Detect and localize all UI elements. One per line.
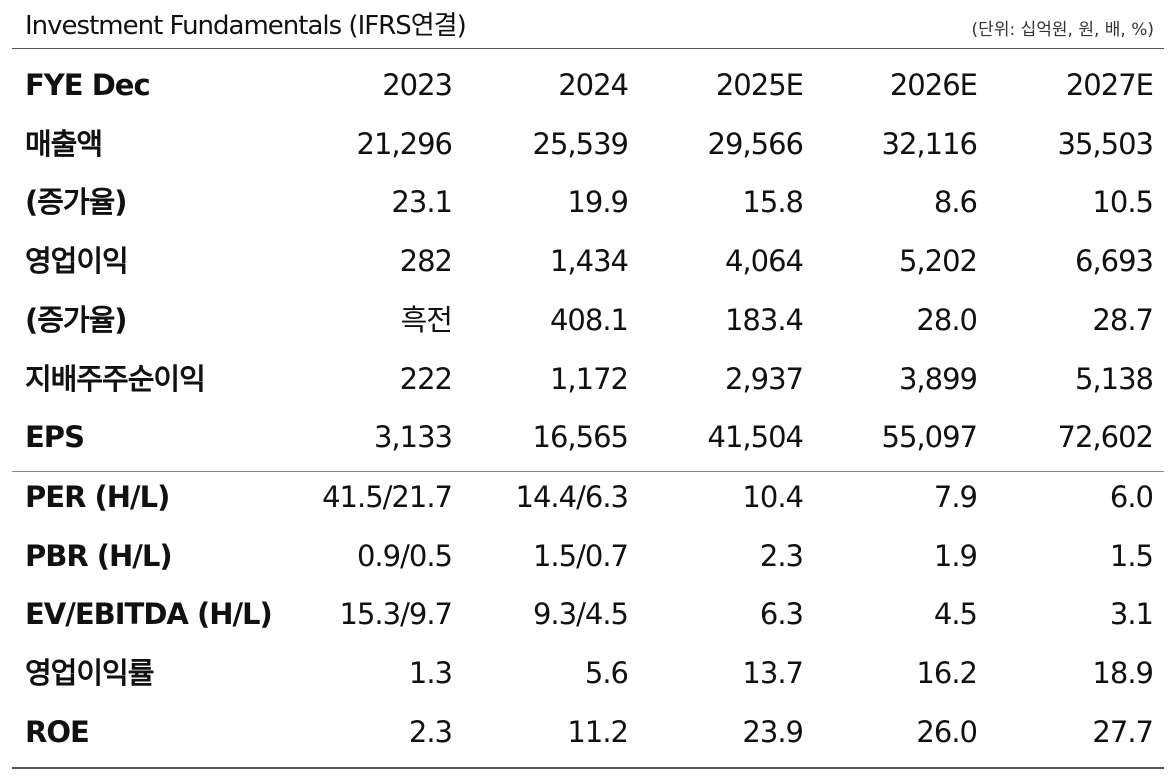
cell-value: 10.5 [1092, 185, 1154, 220]
cell-value: 13.7 [742, 656, 804, 690]
cell-value: 1.5/0.7 [532, 538, 629, 573]
cell-value: 2,937 [724, 361, 804, 396]
cell-value: 19.9 [567, 185, 629, 220]
cell-value: 55,097 [881, 420, 978, 455]
cell-value: 3.1 [1109, 597, 1154, 632]
cell-value: 183.4 [724, 302, 804, 337]
cell-value: 10.4 [742, 479, 804, 514]
cell-value: 16,565 [532, 420, 629, 455]
cell-value: 41,504 [707, 420, 804, 455]
cell-value: 21,296 [356, 126, 453, 161]
cell-value: 3,133 [373, 420, 453, 455]
row-label: PBR (H/L) [25, 538, 173, 573]
cell-value: 5.6 [584, 656, 629, 690]
column-header: 2025E [715, 68, 804, 102]
cell-value: 1,172 [549, 361, 629, 396]
cell-value: 6.3 [759, 597, 804, 632]
cell-value: 16.2 [916, 656, 978, 690]
title: Investment Fundamentals (IFRS연결) [25, 11, 467, 41]
row-label: EV/EBITDA (H/L) [25, 597, 273, 632]
cell-value: 35,503 [1057, 126, 1154, 161]
cell-value: 6,693 [1074, 244, 1154, 279]
cell-value: 1.3 [408, 656, 453, 690]
cell-value: 25,539 [532, 126, 629, 161]
row-label: 매출액 [25, 126, 103, 161]
cell-value: 5,138 [1074, 361, 1154, 396]
cell-value: 7.9 [933, 479, 978, 514]
cell-value: 28.0 [916, 302, 978, 337]
cell-value: 26.0 [916, 714, 978, 749]
cell-value: 41.5/21.7 [322, 479, 453, 514]
cell-value: 2.3 [759, 538, 804, 573]
cell-value: 8.6 [933, 185, 978, 220]
row-label: (증가율) [25, 302, 128, 337]
row-label: 영업이익률 [25, 656, 154, 690]
cell-value: 14.4/6.3 [515, 479, 629, 514]
row-label: 영업이익 [25, 244, 129, 279]
cell-value: 9.3/4.5 [532, 597, 629, 632]
column-header: 2026E [889, 68, 978, 102]
cell-value: 27.7 [1092, 714, 1154, 749]
row-label: 지배주주순이익 [25, 361, 206, 396]
cell-value: 0.9/0.5 [356, 538, 453, 573]
row-label: EPS [25, 420, 85, 455]
row-label: ROE [25, 714, 90, 749]
cell-value: 4,064 [724, 244, 804, 279]
cell-value: 1.9 [933, 538, 978, 573]
cell-value: 72,602 [1057, 420, 1154, 455]
unit-note: (단위: 십억원, 원, 배, %) [971, 20, 1154, 40]
cell-value: 282 [399, 244, 453, 279]
cell-value: 15.8 [742, 185, 804, 220]
column-header: 2024 [558, 68, 629, 102]
cell-value: 1.5 [1109, 538, 1154, 573]
cell-value: 6.0 [1109, 479, 1154, 514]
cell-value: 222 [399, 361, 453, 396]
cell-value: 1,434 [549, 244, 629, 279]
row-label: PER (H/L) [25, 479, 170, 514]
cell-value: 408.1 [549, 302, 629, 337]
row-label: (증가율) [25, 185, 128, 220]
cell-value: 15.3/9.7 [339, 597, 453, 632]
cell-value: 3,899 [898, 361, 978, 396]
cell-value: 32,116 [881, 126, 978, 161]
cell-value: 흑전 [400, 302, 453, 337]
column-header: 2023 [382, 68, 453, 102]
cell-value: 23.1 [391, 185, 453, 220]
top-rule [12, 48, 1164, 49]
cell-value: 4.5 [933, 597, 978, 632]
column-header: 2027E [1065, 68, 1154, 102]
bottom-rule [12, 767, 1164, 770]
column-header-label: FYE Dec [25, 68, 151, 102]
cell-value: 18.9 [1092, 656, 1154, 690]
cell-value: 2.3 [408, 714, 453, 749]
cell-value: 29,566 [707, 126, 804, 161]
cell-value: 23.9 [742, 714, 804, 749]
cell-value: 28.7 [1092, 302, 1154, 337]
cell-value: 5,202 [898, 244, 978, 279]
section-rule [12, 470, 1164, 472]
cell-value: 11.2 [567, 714, 629, 749]
